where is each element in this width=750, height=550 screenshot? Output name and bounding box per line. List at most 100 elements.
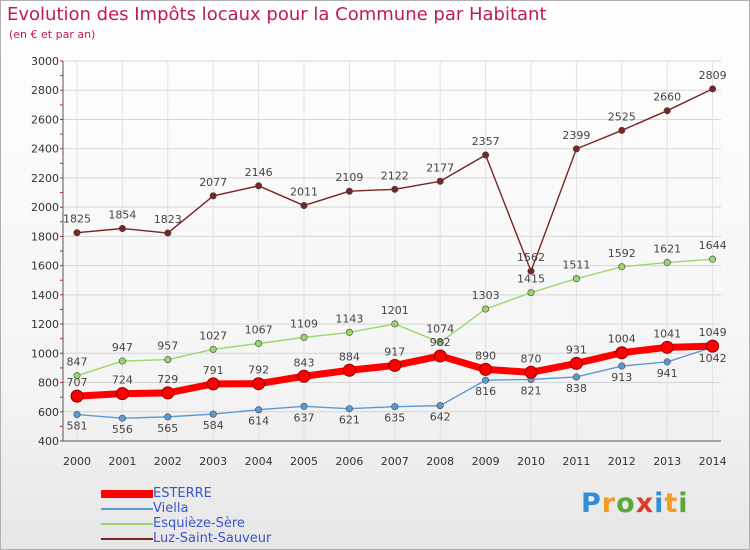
legend-label: Esquièze-Sère: [153, 516, 245, 531]
data-point-viella: [663, 358, 671, 366]
x-tick-label: 2005: [290, 455, 318, 468]
data-label-luz-saint-sauveur: 2011: [290, 186, 318, 199]
data-label-esterre: 982: [430, 336, 451, 349]
y-tick-label: 1800: [31, 230, 59, 243]
data-point-viella: [391, 403, 399, 411]
data-point-luz-saint-sauveur: [436, 177, 444, 185]
data-label-esterre: 1004: [608, 333, 636, 346]
data-point-esterre: [479, 362, 493, 376]
data-label-luz-saint-sauveur: 2109: [335, 171, 363, 184]
data-point-luz-saint-sauveur: [300, 202, 308, 210]
data-point-esterre: [70, 389, 84, 403]
data-label-viella: 621: [339, 414, 360, 427]
data-point-luz-saint-sauveur: [527, 267, 535, 275]
data-label-luz-saint-sauveur: 2399: [562, 129, 590, 142]
data-point-luz-saint-sauveur: [209, 192, 217, 200]
data-point-esterre: [388, 358, 402, 372]
data-point-esquieze-sere: [482, 305, 490, 313]
data-point-luz-saint-sauveur: [663, 107, 671, 115]
data-label-viella: 816: [475, 385, 496, 398]
data-label-esterre: 724: [112, 374, 133, 387]
y-tick-label: 1000: [31, 347, 59, 360]
data-point-luz-saint-sauveur: [618, 126, 626, 134]
data-label-esquieze-sere: 1511: [562, 259, 590, 272]
y-tick-label: 2600: [31, 113, 59, 126]
data-point-esquieze-sere: [345, 328, 353, 336]
data-label-esterre: 791: [203, 364, 224, 377]
data-label-esquieze-sere: 1415: [517, 273, 545, 286]
data-label-viella: 581: [67, 420, 88, 433]
data-label-viella: 838: [566, 382, 587, 395]
y-tick-label: 1400: [31, 289, 59, 302]
data-label-esquieze-sere: 1592: [608, 247, 636, 260]
data-label-viella: 642: [430, 411, 451, 424]
data-label-esterre: 931: [566, 343, 587, 356]
data-label-viella: 614: [248, 415, 269, 428]
x-tick-label: 2013: [653, 455, 681, 468]
y-tick-label: 1200: [31, 318, 59, 331]
x-tick-label: 2011: [562, 455, 590, 468]
data-label-viella: 821: [521, 384, 542, 397]
data-point-esquieze-sere: [73, 372, 81, 380]
data-point-esterre: [615, 346, 629, 360]
data-point-viella: [345, 405, 353, 413]
legend-swatch: [101, 538, 153, 540]
data-point-esterre: [433, 349, 447, 363]
data-label-luz-saint-sauveur: 2177: [426, 161, 454, 174]
y-tick-label: 2000: [31, 201, 59, 214]
data-point-esquieze-sere: [572, 275, 580, 283]
data-point-esterre: [569, 356, 583, 370]
data-point-luz-saint-sauveur: [482, 151, 490, 159]
data-label-esquieze-sere: 1067: [245, 324, 273, 337]
y-tick-label: 800: [38, 377, 59, 390]
data-point-luz-saint-sauveur: [164, 229, 172, 237]
data-label-esquieze-sere: 1201: [381, 304, 409, 317]
data-label-luz-saint-sauveur: 2809: [699, 69, 727, 82]
data-label-esterre: 870: [521, 352, 542, 365]
x-tick-label: 2003: [199, 455, 227, 468]
data-point-esterre: [706, 339, 720, 353]
data-point-esterre: [252, 377, 266, 391]
x-tick-label: 2009: [472, 455, 500, 468]
data-point-luz-saint-sauveur: [118, 224, 126, 232]
y-tick-label: 400: [38, 435, 59, 448]
x-tick-label: 2014: [699, 455, 727, 468]
data-point-esterre: [660, 340, 674, 354]
x-tick-label: 2002: [154, 455, 182, 468]
data-label-viella: 637: [294, 411, 315, 424]
data-point-esterre: [115, 387, 129, 401]
chart-title: Evolution des Impôts locaux pour la Comm…: [7, 4, 547, 25]
data-label-esterre: 792: [248, 364, 269, 377]
data-point-viella: [73, 411, 81, 419]
y-tick-label: 2800: [31, 84, 59, 97]
y-tick-label: 1600: [31, 260, 59, 273]
data-point-viella: [164, 413, 172, 421]
data-label-luz-saint-sauveur: 1562: [517, 251, 545, 264]
logo-letter: P: [581, 488, 602, 519]
data-label-esterre: 884: [339, 350, 360, 363]
data-point-viella: [572, 373, 580, 381]
data-point-luz-saint-sauveur: [709, 85, 717, 93]
data-point-luz-saint-sauveur: [572, 145, 580, 153]
x-tick-label: 2001: [108, 455, 136, 468]
data-point-luz-saint-sauveur: [73, 229, 81, 237]
data-label-viella: 941: [657, 367, 678, 380]
data-point-esterre: [297, 369, 311, 383]
data-point-esterre: [206, 377, 220, 391]
data-label-viella: 1042: [699, 352, 727, 365]
data-label-luz-saint-sauveur: 2660: [653, 91, 681, 104]
data-label-esterre: 707: [67, 376, 88, 389]
data-point-esquieze-sere: [300, 333, 308, 341]
data-label-luz-saint-sauveur: 1825: [63, 213, 91, 226]
data-point-esquieze-sere: [663, 259, 671, 267]
y-tick-label: 2200: [31, 172, 59, 185]
data-point-esterre: [161, 386, 175, 400]
legend-label: Viella: [153, 501, 189, 516]
data-label-luz-saint-sauveur: 2525: [608, 110, 636, 123]
data-point-esquieze-sere: [255, 340, 263, 348]
data-label-esquieze-sere: 1109: [290, 317, 318, 330]
data-point-luz-saint-sauveur: [391, 185, 399, 193]
data-point-viella: [255, 406, 263, 414]
